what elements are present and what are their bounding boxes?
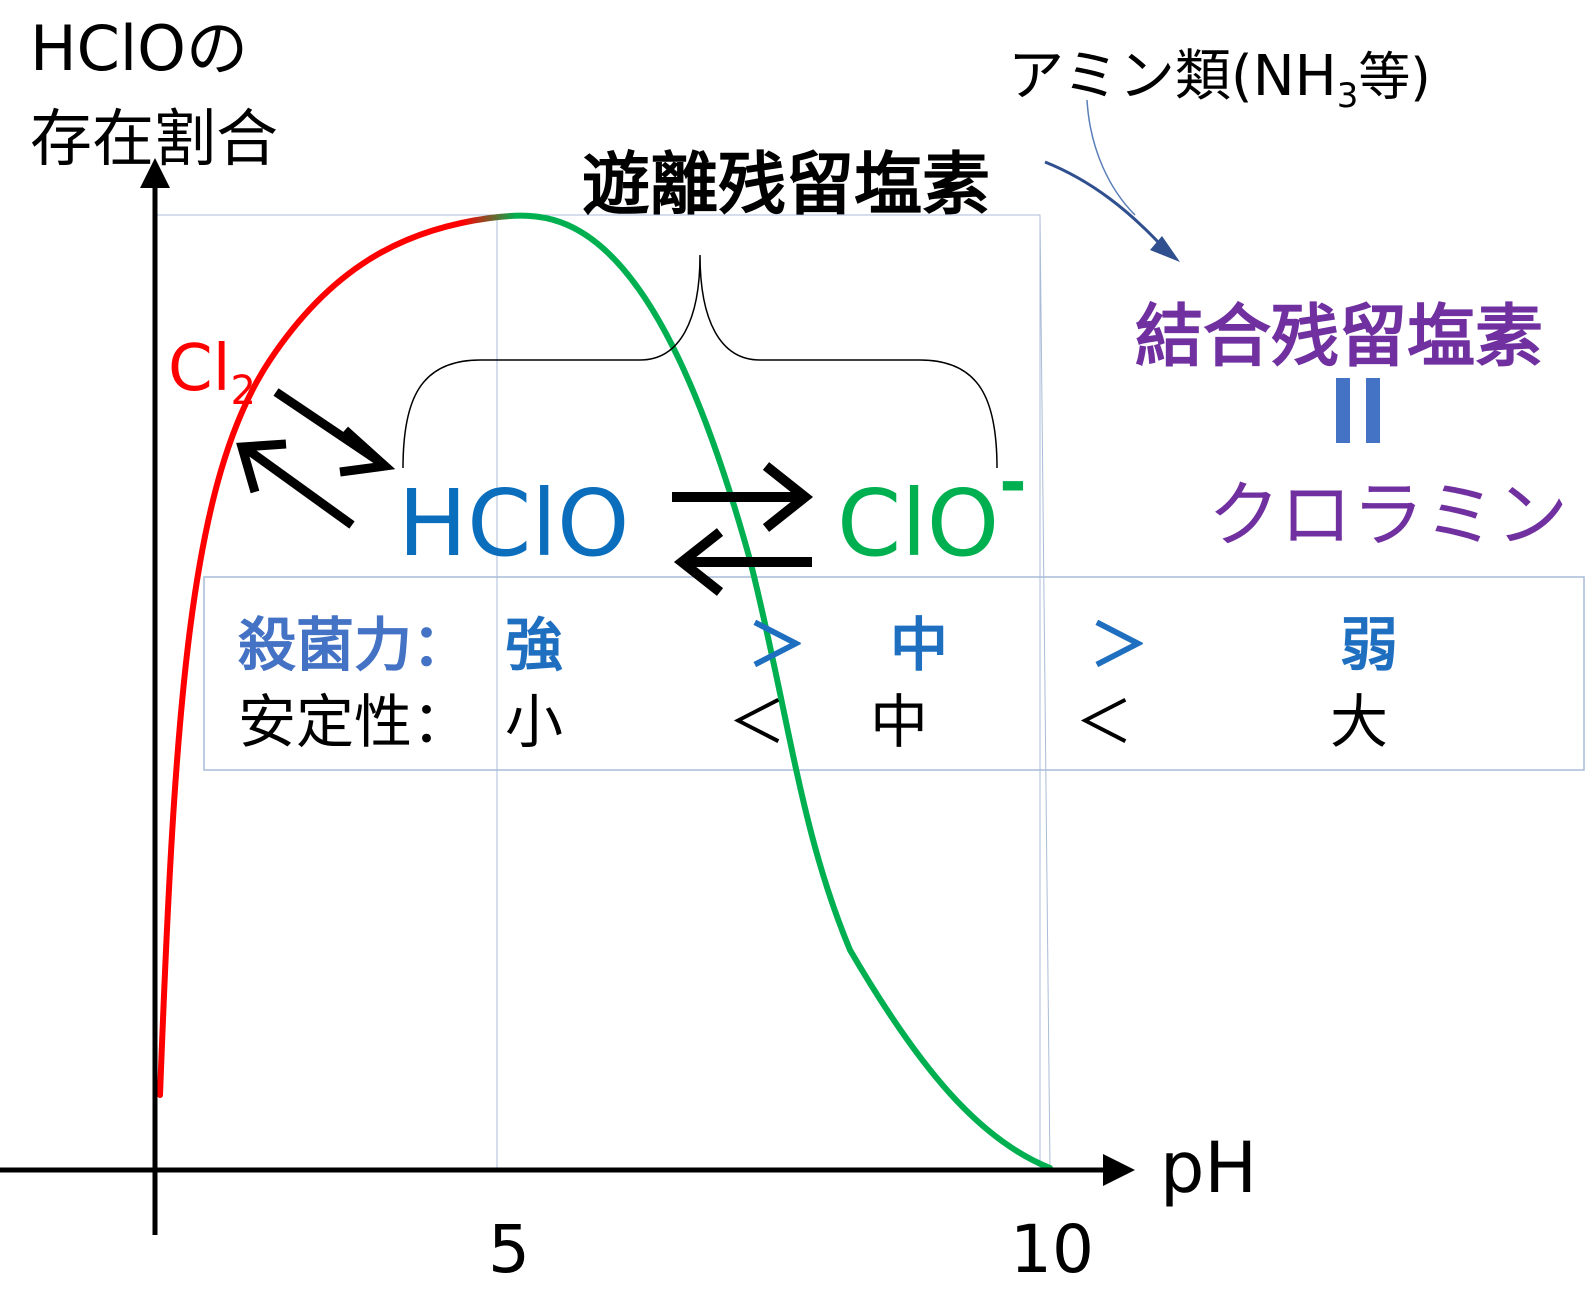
stability-value-medium: 中: [870, 688, 928, 756]
x-axis-label: pH: [1160, 1127, 1257, 1209]
y-axis-label-line1: HClOの: [30, 12, 248, 85]
stability-lt-1: ＜: [728, 688, 786, 756]
bactericidal-gt-2: ＞: [1090, 611, 1148, 679]
property-table-box: [203, 576, 1585, 771]
bactericidal-value-strong: 強: [505, 611, 563, 679]
y-axis-arrowhead: [140, 158, 170, 188]
bactericidal-gt-1: ＞: [748, 611, 806, 679]
hclo-label: HClO: [398, 470, 629, 577]
bactericidal-label: 殺菌力：: [238, 611, 470, 679]
amine-label: アミン類(NH3等): [1008, 44, 1431, 116]
cl2-hclo-equilibrium-arrows: [236, 388, 396, 529]
stability-lt-2: ＜: [1075, 688, 1133, 756]
free-chlorine-label: 遊離残留塩素: [582, 146, 990, 225]
bactericidal-value-weak: 弱: [1340, 611, 1398, 679]
bactericidal-value-medium: 中: [890, 611, 948, 679]
free-to-combined-arrowhead: [1150, 236, 1180, 262]
free-chlorine-brace: [402, 254, 998, 469]
stability-label: 安定性：: [238, 688, 470, 756]
x-axis-arrowhead: [1103, 1154, 1135, 1186]
hclo-clo-equilibrium-arrows: [672, 462, 814, 596]
hclo-distribution-curve: [157, 212, 1053, 1171]
free-to-combined-arrow: [1044, 160, 1172, 256]
amine-to-combined-arrow: [1086, 99, 1136, 216]
equals-bar-left: [1336, 378, 1350, 443]
equals-bar-right: [1366, 378, 1380, 443]
x-tick-10: 10: [1010, 1211, 1094, 1288]
gridline-ca: [1039, 214, 1051, 1171]
clo-label: ClO-: [837, 444, 1027, 577]
stability-value-small: 小: [505, 688, 563, 756]
cl2-label: Cl2: [168, 332, 256, 414]
x-tick-5: 5: [488, 1211, 530, 1288]
y-axis-label-line2: 存在割合: [30, 102, 278, 175]
combined-chlorine-label: 結合残留塩素: [1135, 298, 1543, 377]
chloramine-label: クロラミン: [1208, 473, 1568, 557]
stability-value-large: 大: [1330, 688, 1388, 756]
